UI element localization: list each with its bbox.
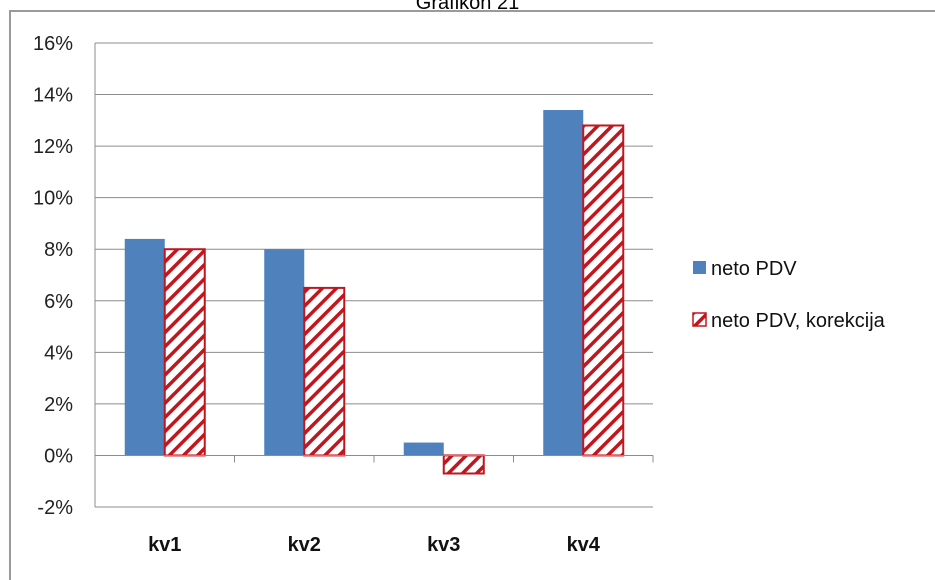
bars xyxy=(124,110,625,475)
y-tick-label: 8% xyxy=(44,239,73,261)
bar-kv3-series-2 xyxy=(442,454,485,475)
x-tick-label: kv4 xyxy=(567,534,601,556)
y-tick-label: 6% xyxy=(44,291,73,313)
y-tick-label: 10% xyxy=(33,188,73,210)
bar-kv2-series-2 xyxy=(303,286,346,457)
y-tick-label: 0% xyxy=(44,445,73,467)
legend-swatch-1 xyxy=(693,261,706,274)
bar-kv3-series-1 xyxy=(403,442,444,456)
bar-kv1-series-2 xyxy=(163,248,206,457)
bar-chart: -2% 0% 2% 4% 6% 8% 10% 12% 14% 16% kv1 kv2 kv3 kv4 n… xyxy=(33,33,886,556)
legend-label-2: neto PDV, korekcija xyxy=(711,310,886,332)
y-tick-label: 16% xyxy=(33,33,73,55)
legend-label-1: neto PDV xyxy=(711,258,797,280)
bar-kv1-series-1 xyxy=(124,238,165,456)
chart-title: Grafikon 21 xyxy=(415,0,520,14)
legend: neto PDV neto PDV, korekcija xyxy=(692,258,886,332)
x-tick-label: kv1 xyxy=(148,534,181,556)
bar-kv4-series-2 xyxy=(582,124,625,457)
x-tick-label: kv2 xyxy=(288,534,321,556)
bar-kv4-series-1 xyxy=(543,110,584,456)
y-tick-label: 4% xyxy=(44,342,73,364)
chart-frame xyxy=(9,10,935,580)
y-tick-label: 14% xyxy=(33,85,73,107)
y-tick-label: 12% xyxy=(33,136,73,158)
legend-swatch-2 xyxy=(692,312,707,327)
bar-kv2-series-1 xyxy=(264,249,305,456)
x-axis: kv1 kv2 kv3 kv4 xyxy=(94,454,654,556)
x-tick-label: kv3 xyxy=(427,534,460,556)
y-tick-label: 2% xyxy=(44,394,73,416)
y-axis: -2% 0% 2% 4% 6% 8% 10% 12% 14% 16% xyxy=(33,33,96,519)
y-tick-label: -2% xyxy=(37,497,73,519)
